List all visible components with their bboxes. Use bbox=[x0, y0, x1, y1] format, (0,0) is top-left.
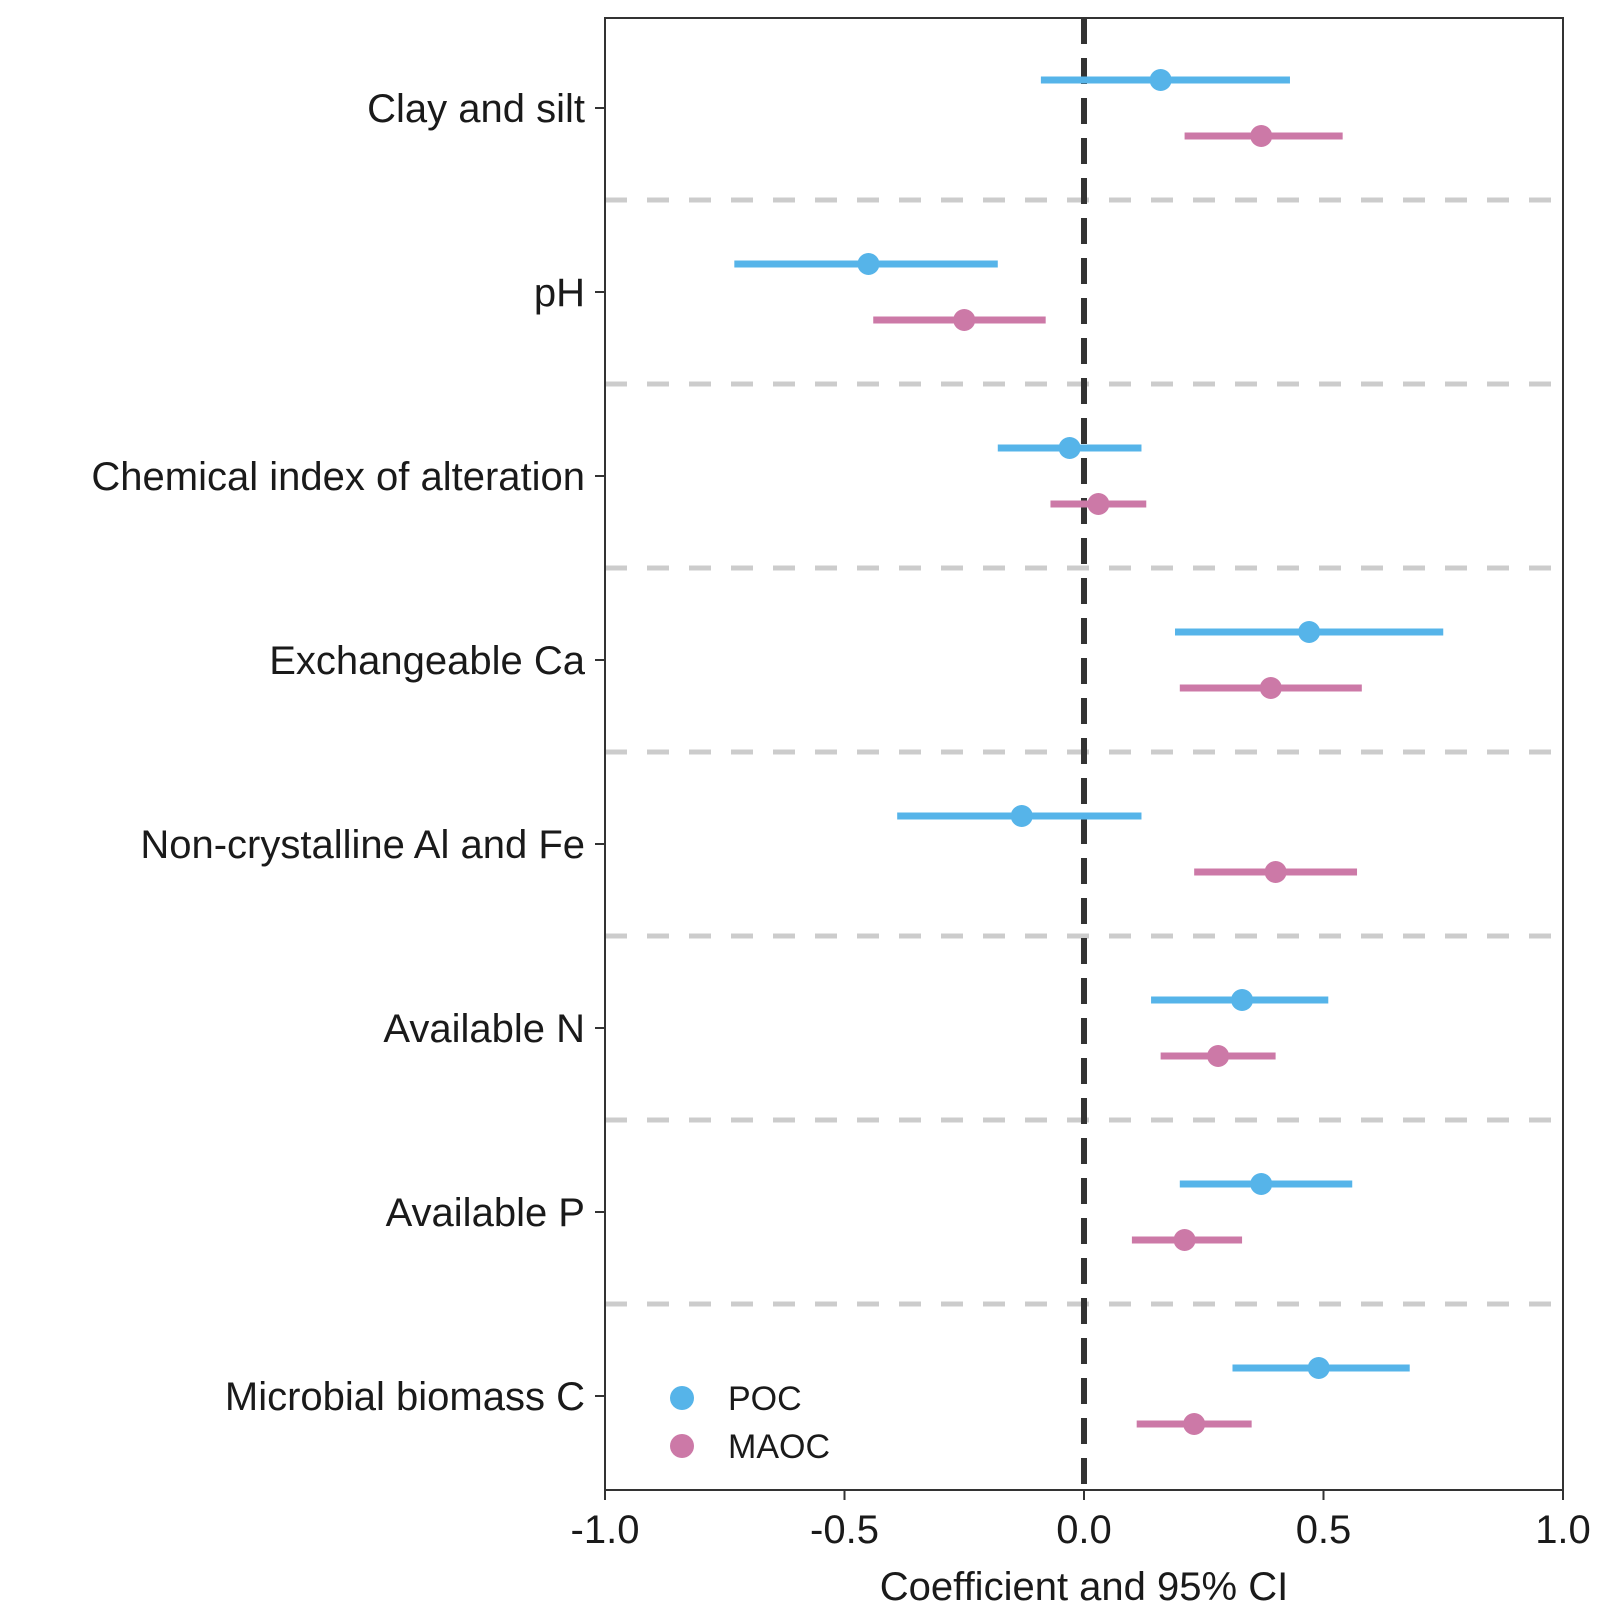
legend-label-poc: POC bbox=[728, 1380, 802, 1418]
y-tick-label-available-n: Available N bbox=[383, 1007, 585, 1051]
x-axis-title: Coefficient and 95% CI bbox=[880, 1565, 1288, 1609]
y-axis: Clay and silt pH Chemical index of alterat… bbox=[91, 87, 605, 1419]
legend-key-maoc bbox=[670, 1434, 694, 1458]
x-tick-label: -0.5 bbox=[810, 1508, 879, 1552]
point-maoc-available-n bbox=[1207, 1045, 1230, 1067]
point-maoc-microbial-biomass-c bbox=[1183, 1413, 1206, 1435]
point-poc-non-crystalline-al-and-fe bbox=[1010, 805, 1033, 827]
point-poc-clay-and-silt bbox=[1149, 69, 1172, 91]
point-maoc-available-p bbox=[1173, 1229, 1196, 1251]
y-tick-label-microbial-biomass-c: Microbial biomass C bbox=[225, 1375, 585, 1419]
y-tick-label-ph: pH bbox=[534, 271, 585, 315]
x-tick-label: 0.5 bbox=[1296, 1508, 1352, 1552]
point-poc-exchangeable-ca bbox=[1298, 621, 1321, 643]
y-tick-label-exchangeable-ca: Exchangeable Ca bbox=[269, 639, 586, 683]
point-poc-available-p bbox=[1250, 1173, 1273, 1195]
point-maoc-non-crystalline-al-and-fe bbox=[1264, 861, 1287, 883]
y-tick-label-available-p: Available P bbox=[386, 1191, 585, 1235]
y-tick-label-clay-and-silt: Clay and silt bbox=[367, 87, 585, 131]
coefficient-points bbox=[857, 69, 1330, 1435]
point-maoc-exchangeable-ca bbox=[1259, 677, 1282, 699]
point-maoc-clay-and-silt bbox=[1250, 125, 1273, 147]
point-poc-chemical-index-of-alteration bbox=[1058, 437, 1081, 459]
point-poc-available-n bbox=[1231, 989, 1254, 1011]
point-poc-ph bbox=[857, 253, 880, 275]
legend: POC MAOC bbox=[670, 1380, 830, 1466]
y-tick-label-chemical-index-of-alteration: Chemical index of alteration bbox=[91, 455, 585, 499]
legend-key-poc bbox=[670, 1386, 694, 1410]
point-poc-microbial-biomass-c bbox=[1307, 1357, 1330, 1379]
point-maoc-ph bbox=[953, 309, 976, 331]
legend-label-maoc: MAOC bbox=[728, 1428, 830, 1466]
y-tick-label-non-crystalline-al-and-fe: Non-crystalline Al and Fe bbox=[140, 823, 585, 867]
x-tick-label: -1.0 bbox=[571, 1508, 640, 1552]
x-tick-label: 0.0 bbox=[1056, 1508, 1112, 1552]
point-maoc-chemical-index-of-alteration bbox=[1087, 493, 1110, 515]
x-tick-label: 1.0 bbox=[1535, 1508, 1591, 1552]
x-axis: -1.0 -0.5 0.0 0.5 1.0 bbox=[571, 1490, 1591, 1552]
